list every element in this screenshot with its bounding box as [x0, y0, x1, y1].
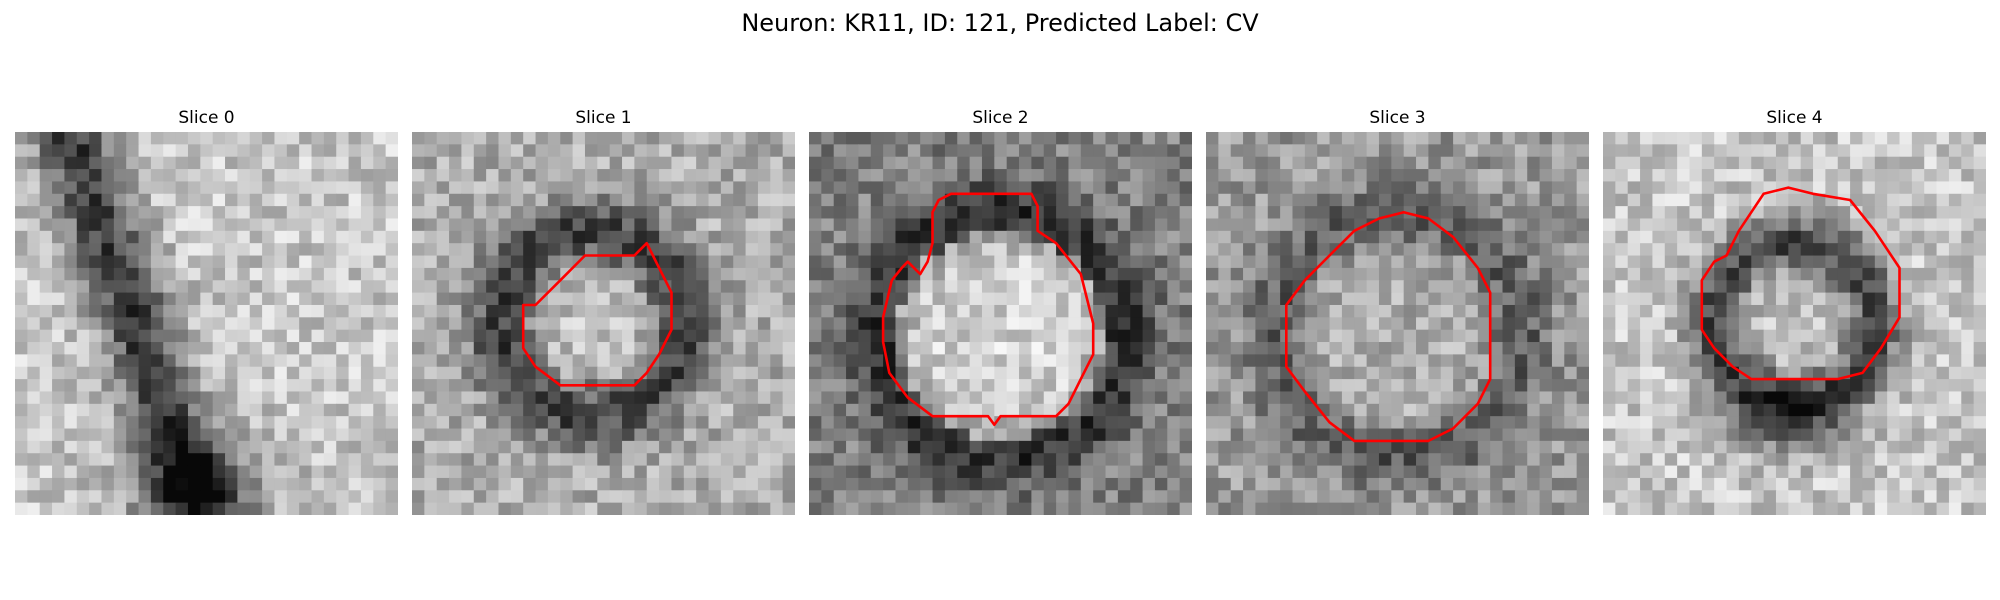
slice-image — [412, 132, 795, 515]
slice-title: Slice 4 — [1766, 108, 1823, 128]
segmentation-contour — [881, 192, 1095, 427]
slice-title: Slice 3 — [1369, 108, 1426, 128]
slice-panel-2: Slice 2 — [809, 108, 1192, 515]
slice-title: Slice 2 — [972, 108, 1029, 128]
segmentation-contour — [1285, 211, 1492, 443]
figure-title: Neuron: KR11, ID: 121, Predicted Label: … — [741, 9, 1259, 37]
slice-image — [809, 132, 1192, 515]
slice-panel-1: Slice 1 — [412, 108, 795, 515]
segmentation-contour — [1700, 186, 1901, 381]
slice-panel-4: Slice 4 — [1603, 108, 1986, 515]
slice-image — [1603, 132, 1986, 515]
slice-title: Slice 1 — [575, 108, 632, 128]
slice-panel-0: Slice 0 — [15, 108, 398, 515]
slice-image — [1206, 132, 1589, 515]
segmentation-contour — [521, 241, 673, 387]
slice-title: Slice 0 — [178, 108, 235, 128]
slice-image — [15, 132, 398, 515]
slice-panel-3: Slice 3 — [1206, 108, 1589, 515]
